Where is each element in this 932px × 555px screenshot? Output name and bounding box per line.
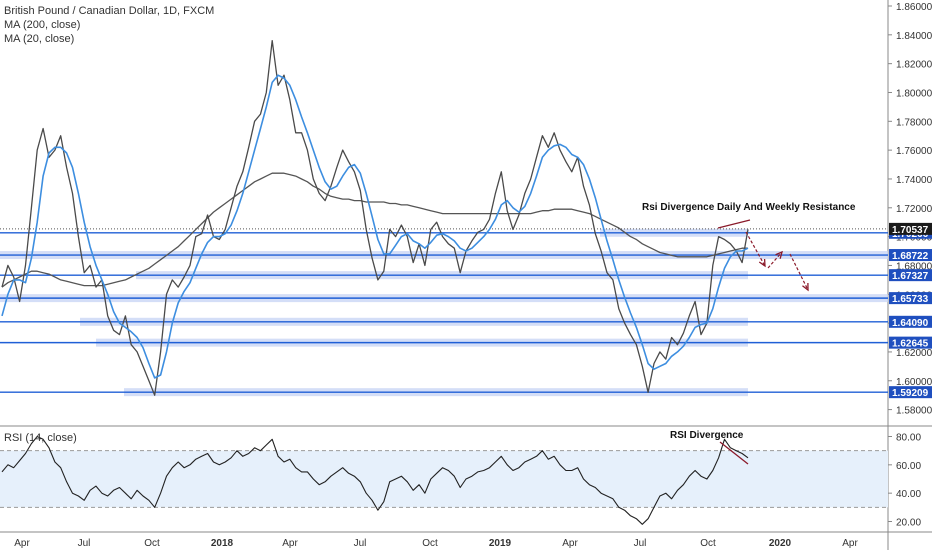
- x-tick-label: 2019: [489, 538, 512, 549]
- y-tick-label: 1.58000: [896, 406, 932, 417]
- y-tick-label: 1.74000: [896, 175, 932, 186]
- y-tick-label: 1.76000: [896, 146, 932, 157]
- y-tick-label: 1.60000: [896, 377, 932, 388]
- level-label: 1.59209: [892, 388, 929, 399]
- y-tick-label: 1.62000: [896, 348, 932, 359]
- x-tick-label: Apr: [562, 538, 578, 549]
- projection-arrow-down-1-head: [758, 258, 766, 268]
- x-tick-label: Oct: [700, 538, 716, 549]
- level-label: 1.64090: [892, 318, 929, 329]
- x-tick-label: Apr: [842, 538, 858, 549]
- y-tick-label: 1.80000: [896, 88, 932, 99]
- annotation-rsi: RSI Divergence: [670, 430, 744, 441]
- y-tick-label: 1.86000: [896, 2, 932, 13]
- legend-ma200: MA (200, close): [4, 19, 81, 31]
- projection-arrow-down-2: [789, 253, 809, 291]
- x-tick-label: Jul: [634, 538, 647, 549]
- y-tick-label: 1.78000: [896, 117, 932, 128]
- level-label-bg: [889, 336, 932, 349]
- x-tick-label: Jul: [78, 538, 91, 549]
- x-tick-label: Oct: [422, 538, 438, 549]
- x-tick-label: 2020: [769, 538, 792, 549]
- chart-title: British Pound / Canadian Dollar, 1D, FXC…: [4, 5, 215, 17]
- chart-legend: British Pound / Canadian Dollar, 1D, FXC…: [4, 4, 214, 46]
- y-tick-label: 1.82000: [896, 60, 932, 71]
- projection-arrow-down-1: [745, 231, 766, 267]
- level-label-bg: [889, 315, 932, 328]
- rsi-y-tick-label: 60.00: [896, 461, 921, 472]
- x-tick-label: Apr: [14, 538, 30, 549]
- level-label-bg: [889, 292, 932, 305]
- ma20-line: [1, 74, 749, 379]
- legend-ma20: MA (20, close): [4, 33, 75, 45]
- projection-arrow-down-2-head: [802, 282, 809, 292]
- level-label-bg: [889, 269, 932, 282]
- divergence-line: [717, 219, 751, 229]
- price-line: [1, 39, 749, 396]
- x-tick-label: Oct: [144, 538, 160, 549]
- rsi-line: [1, 435, 749, 525]
- x-tick-label: 2018: [211, 538, 234, 549]
- rsi-y-tick-label: 20.00: [896, 518, 921, 529]
- rsi-y-tick-label: 40.00: [896, 489, 921, 500]
- projection-arrow-up-head: [775, 250, 783, 259]
- ma200-line: [1, 172, 748, 288]
- rsi-divergence-line: [719, 441, 749, 465]
- x-tick-label: Jul: [354, 538, 367, 549]
- level-label: 1.65733: [892, 294, 929, 305]
- rsi-legend: RSI (14, close): [4, 432, 77, 444]
- y-tick-label: 1.72000: [896, 204, 932, 215]
- rsi-band: [0, 450, 888, 508]
- annotation-main: Rsi Divergence Daily And Weekly Resistan…: [642, 202, 856, 213]
- level-label: 1.62645: [892, 339, 929, 350]
- y-tick-label: 1.84000: [896, 31, 932, 42]
- projection-arrow-up: [767, 251, 783, 269]
- x-tick-label: Apr: [282, 538, 298, 549]
- y-tick-label: 1.68000: [896, 261, 932, 272]
- level-label: 1.67327: [892, 271, 929, 282]
- level-label-bg: [889, 249, 932, 262]
- level-label: 1.68722: [892, 251, 929, 262]
- level-label-bg: [889, 386, 932, 399]
- rsi-y-tick-label: 80.00: [896, 433, 921, 444]
- current-price-label-bg: [889, 222, 932, 235]
- current-price-label: 1.70537: [892, 225, 929, 236]
